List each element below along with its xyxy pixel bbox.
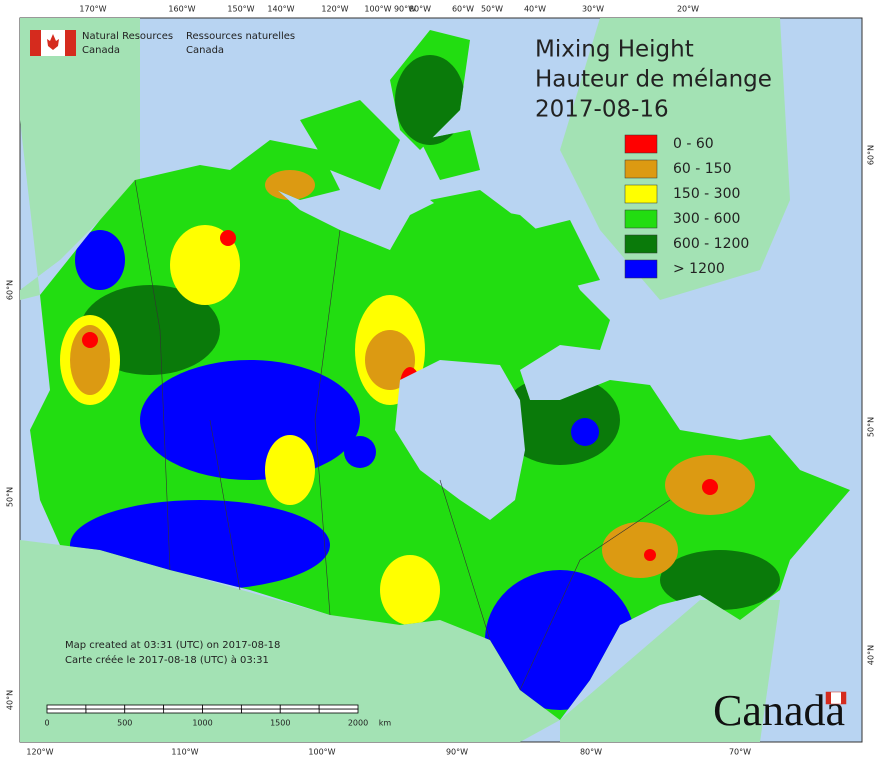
- graticule-labels: 170°W 160°W 150°W 140°W 120°W 100°W 90°W80°W 60…: [6, 5, 876, 757]
- top-longitude: 100°W: [364, 5, 391, 14]
- zone: [82, 332, 98, 348]
- scale-label: 500: [117, 719, 132, 728]
- top-longitude: 150°W: [227, 5, 254, 14]
- agency-fr-2: Canada: [186, 45, 224, 56]
- left-latitude: 60°N: [6, 280, 15, 300]
- legend-swatch: [624, 209, 658, 229]
- top-longitude: 140°W: [267, 5, 294, 14]
- scale-segment: [240, 708, 281, 714]
- map-date: 2017-08-16: [535, 97, 669, 123]
- agency-fr: Ressources naturelles: [186, 31, 295, 42]
- left-latitude: 40°N: [6, 690, 15, 710]
- legend-label: > 1200: [673, 261, 725, 277]
- legend-label: 0 - 60: [673, 136, 714, 152]
- scale-segment: [318, 704, 359, 710]
- zone: [140, 360, 360, 480]
- scale-segment: [124, 708, 165, 714]
- scale-segment: [163, 708, 203, 714]
- title-en: Mixing Height: [535, 37, 694, 63]
- zone: [571, 418, 599, 446]
- bottom-longitude: 120°W: [26, 748, 53, 757]
- right-latitude: 60°N: [867, 145, 876, 165]
- scale-unit: km: [379, 719, 392, 728]
- flag-leaf: [47, 34, 59, 50]
- scale-segment: [124, 704, 165, 710]
- zone: [644, 549, 656, 561]
- scale-segment: [163, 704, 203, 710]
- bottom-longitude: 70°W: [729, 748, 751, 757]
- scale-segment: [279, 704, 320, 710]
- scale-segment: [240, 704, 281, 710]
- top-longitude: 90°W: [394, 5, 416, 14]
- zone: [702, 479, 718, 495]
- scale-segment: [46, 708, 87, 714]
- top-longitude: 120°W: [321, 5, 348, 14]
- bottom-longitude: 80°W: [580, 748, 602, 757]
- scale-segment: [202, 704, 242, 710]
- created-en: Map created at 03:31 (UTC) on 2017-08-18: [65, 640, 280, 651]
- legend-label: 150 - 300: [673, 186, 740, 202]
- top-longitude: 40°W: [524, 5, 546, 14]
- flag-band: [30, 30, 41, 56]
- zone: [660, 550, 780, 610]
- zone: [395, 55, 465, 145]
- scale-segment: [202, 708, 242, 714]
- wordmark: Canada: [713, 686, 845, 735]
- scale-label: 2000: [348, 719, 368, 728]
- legend-swatch: [624, 159, 658, 179]
- legend-label: 600 - 1200: [673, 236, 749, 252]
- scale-segment: [318, 708, 359, 714]
- legend-swatch: [624, 259, 658, 279]
- top-longitude: 20°W: [677, 5, 699, 14]
- zone: [220, 230, 236, 246]
- left-latitude: 50°N: [6, 487, 15, 507]
- neighbour-land: [20, 18, 790, 742]
- bottom-longitude: 100°W: [308, 748, 335, 757]
- scale-segment: [46, 704, 87, 710]
- zone: [380, 555, 440, 625]
- right-latitude: 40°N: [867, 645, 876, 665]
- zone: [75, 230, 125, 290]
- agency-en: Natural Resources: [82, 31, 173, 42]
- zone: [265, 435, 315, 505]
- top-longitude: 50°W: [481, 5, 503, 14]
- created-fr: Carte créée le 2017-08-18 (UTC) à 03:31: [65, 654, 269, 666]
- legend-swatch: [624, 134, 658, 154]
- zone: [70, 325, 110, 395]
- legend-label: 300 - 600: [673, 211, 740, 227]
- scale-segment: [279, 708, 320, 714]
- scale-segment: [85, 708, 126, 714]
- agency-en-2: Canada: [82, 45, 120, 56]
- bottom-longitude: 110°W: [171, 748, 198, 757]
- wordmark-flag-band: [841, 692, 846, 704]
- zone: [170, 225, 240, 305]
- scale-label: 0: [44, 719, 49, 728]
- bottom-longitude: 90°W: [446, 748, 468, 757]
- provincial-borders: [134, 179, 671, 691]
- top-longitude: 80°W: [409, 5, 431, 14]
- top-longitude: 30°W: [582, 5, 604, 14]
- scale-segment: [85, 704, 126, 710]
- legend: 0 - 60 60 - 150 150 - 300 300 - 600 600 - 12…: [624, 134, 749, 279]
- legend-label: 60 - 150: [673, 161, 732, 177]
- zone: [265, 170, 315, 200]
- scale-bar: 0 500 1000 1500 2000 km: [44, 704, 392, 728]
- legend-swatch: [624, 184, 658, 204]
- flag-band: [65, 30, 76, 56]
- wordmark-flag-band: [826, 692, 831, 704]
- scale-label: 1500: [270, 719, 290, 728]
- top-longitude: 170°W: [79, 5, 106, 14]
- legend-swatch: [624, 234, 658, 254]
- scale-label: 1000: [192, 719, 212, 728]
- top-longitude: 60°W: [452, 5, 474, 14]
- zone: [344, 436, 376, 468]
- zone: [602, 522, 678, 578]
- right-latitude: 50°N: [867, 417, 876, 437]
- title-fr: Hauteur de mélange: [535, 67, 772, 93]
- top-longitude: 160°W: [168, 5, 195, 14]
- hudson-bay: [395, 360, 525, 520]
